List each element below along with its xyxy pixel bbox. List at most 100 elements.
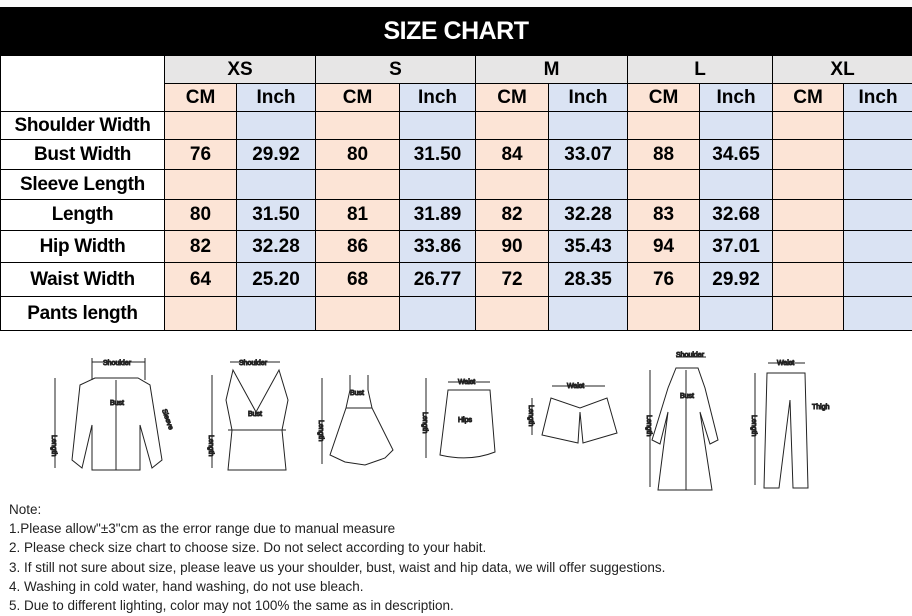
corner-cell <box>0 55 165 112</box>
hips-label: Hips <box>458 417 473 424</box>
inch-value-cell: 34.65 <box>699 139 774 170</box>
cm-value-cell: 83 <box>627 199 701 231</box>
waist-label: Waist <box>567 383 584 390</box>
unit-cm: CM <box>315 83 401 112</box>
inch-value-cell: 32.68 <box>699 199 774 231</box>
inch-value-cell <box>843 199 912 231</box>
unit-cm: CM <box>164 83 237 112</box>
cm-value-cell: 68 <box>315 262 401 297</box>
size-header-row: XS S M L XL <box>0 55 912 112</box>
thigh-label: Thigh <box>812 404 830 411</box>
inch-value-cell: 31.89 <box>399 199 477 231</box>
inch-value-cell <box>843 262 912 297</box>
inch-value-cell <box>699 169 774 200</box>
cm-value-cell <box>164 169 237 200</box>
inch-value-cell <box>235 296 317 331</box>
sleeve-label: Sleeve <box>160 408 174 431</box>
length-label: Length <box>645 415 652 437</box>
coat-diagram-icon: Shoulder Bust Length <box>645 352 719 491</box>
bust-label: Bust <box>680 393 694 400</box>
row-label: Length <box>0 199 165 231</box>
inch-value-cell: 33.07 <box>548 139 629 170</box>
note-item: 4. Washing in cold water, hand washing, … <box>9 578 364 594</box>
cm-value-cell <box>475 111 550 140</box>
table-row: Shoulder Width <box>0 111 912 140</box>
cm-value-cell: 81 <box>315 199 401 231</box>
cm-value-cell <box>475 296 550 331</box>
notes-section: Note: 1.Please allow"±3"cm as the error … <box>9 500 665 615</box>
shoulder-label: Shoulder <box>676 352 705 359</box>
table-row: Bust Width 76 29.92 80 31.50 84 33.07 88 34.65 <box>0 139 912 170</box>
unit-cm: CM <box>627 83 701 112</box>
size-l: L <box>627 55 774 84</box>
cm-value-cell: 94 <box>627 230 701 263</box>
cm-value-cell <box>315 296 401 331</box>
table-row: Hip Width 82 32.28 86 33.86 90 35.43 94 37.01 <box>0 230 912 263</box>
notes-heading: Note: <box>9 502 42 517</box>
waist-label: Waist <box>777 360 794 367</box>
unit-inch: Inch <box>235 83 317 112</box>
inch-value-cell <box>843 139 912 170</box>
inch-value-cell <box>235 169 317 200</box>
inch-value-cell: 33.86 <box>399 230 477 263</box>
length-label: Length <box>207 435 214 457</box>
cm-value-cell <box>627 169 701 200</box>
unit-inch: Inch <box>843 83 912 112</box>
size-s: S <box>315 55 477 84</box>
waist-label: Waist <box>458 379 475 386</box>
inch-value-cell: 31.50 <box>399 139 477 170</box>
length-label: Length <box>50 435 57 457</box>
inch-value-cell: 37.01 <box>699 230 774 263</box>
cm-value-cell <box>164 296 237 331</box>
inch-value-cell <box>699 296 774 331</box>
length-label: Length <box>421 412 428 434</box>
note-item: 5. Due to different lighting, color may … <box>9 598 454 614</box>
inch-value-cell: 32.28 <box>548 199 629 231</box>
cm-value-cell: 64 <box>164 262 237 297</box>
note-item: 2. Please check size chart to choose siz… <box>9 540 487 556</box>
cm-value-cell <box>772 169 845 200</box>
row-label: Hip Width <box>0 230 165 263</box>
inch-value-cell: 29.92 <box>699 262 774 297</box>
size-table: XS S M L XL CM Inch CM Inch CM Inch CM Inch … <box>0 55 912 331</box>
inch-value-cell: 28.35 <box>548 262 629 297</box>
cm-value-cell <box>772 199 845 231</box>
row-label: Waist Width <box>0 262 165 297</box>
row-label: Bust Width <box>0 139 165 170</box>
unit-cm: CM <box>772 83 845 112</box>
cm-value-cell <box>772 296 845 331</box>
size-xl: XL <box>772 55 912 84</box>
inch-value-cell <box>399 169 477 200</box>
inch-value-cell <box>843 296 912 331</box>
inch-value-cell <box>699 111 774 140</box>
cm-value-cell <box>772 262 845 297</box>
cm-value-cell: 76 <box>627 262 701 297</box>
dress-diagram-icon: Bust Length <box>317 375 394 466</box>
inch-value-cell: 25.20 <box>235 262 317 297</box>
cm-value-cell <box>772 230 845 263</box>
inch-value-cell: 29.92 <box>235 139 317 170</box>
pants-diagram-icon: Waist Thigh Length <box>750 360 830 489</box>
cm-value-cell <box>315 111 401 140</box>
cm-value-cell: 80 <box>164 199 237 231</box>
cm-value-cell <box>772 139 845 170</box>
note-item: 1.Please allow"±3"cm as the error range … <box>9 521 396 537</box>
size-xs: XS <box>163 55 317 84</box>
inch-value-cell: 26.77 <box>399 262 477 297</box>
inch-value-cell <box>548 169 629 200</box>
table-row: Sleeve Length <box>0 169 912 200</box>
row-label: Pants length <box>0 296 165 331</box>
skirt-diagram-icon: Waist Hips Length <box>421 378 496 459</box>
bust-label: Bust <box>248 411 262 418</box>
shoulder-label: Shoulder <box>103 360 132 367</box>
unit-inch: Inch <box>548 83 629 112</box>
cm-value-cell <box>164 111 237 140</box>
cm-value-cell: 88 <box>627 139 701 170</box>
cm-value-cell: 82 <box>164 230 237 263</box>
table-row: Waist Width 64 25.20 68 26.77 72 28.35 76 29.92 <box>0 262 912 297</box>
table-row: Pants length <box>0 296 912 331</box>
cm-value-cell: 84 <box>475 139 550 170</box>
cm-value-cell <box>315 169 401 200</box>
cm-value-cell: 76 <box>164 139 237 170</box>
inch-value-cell <box>548 296 629 331</box>
